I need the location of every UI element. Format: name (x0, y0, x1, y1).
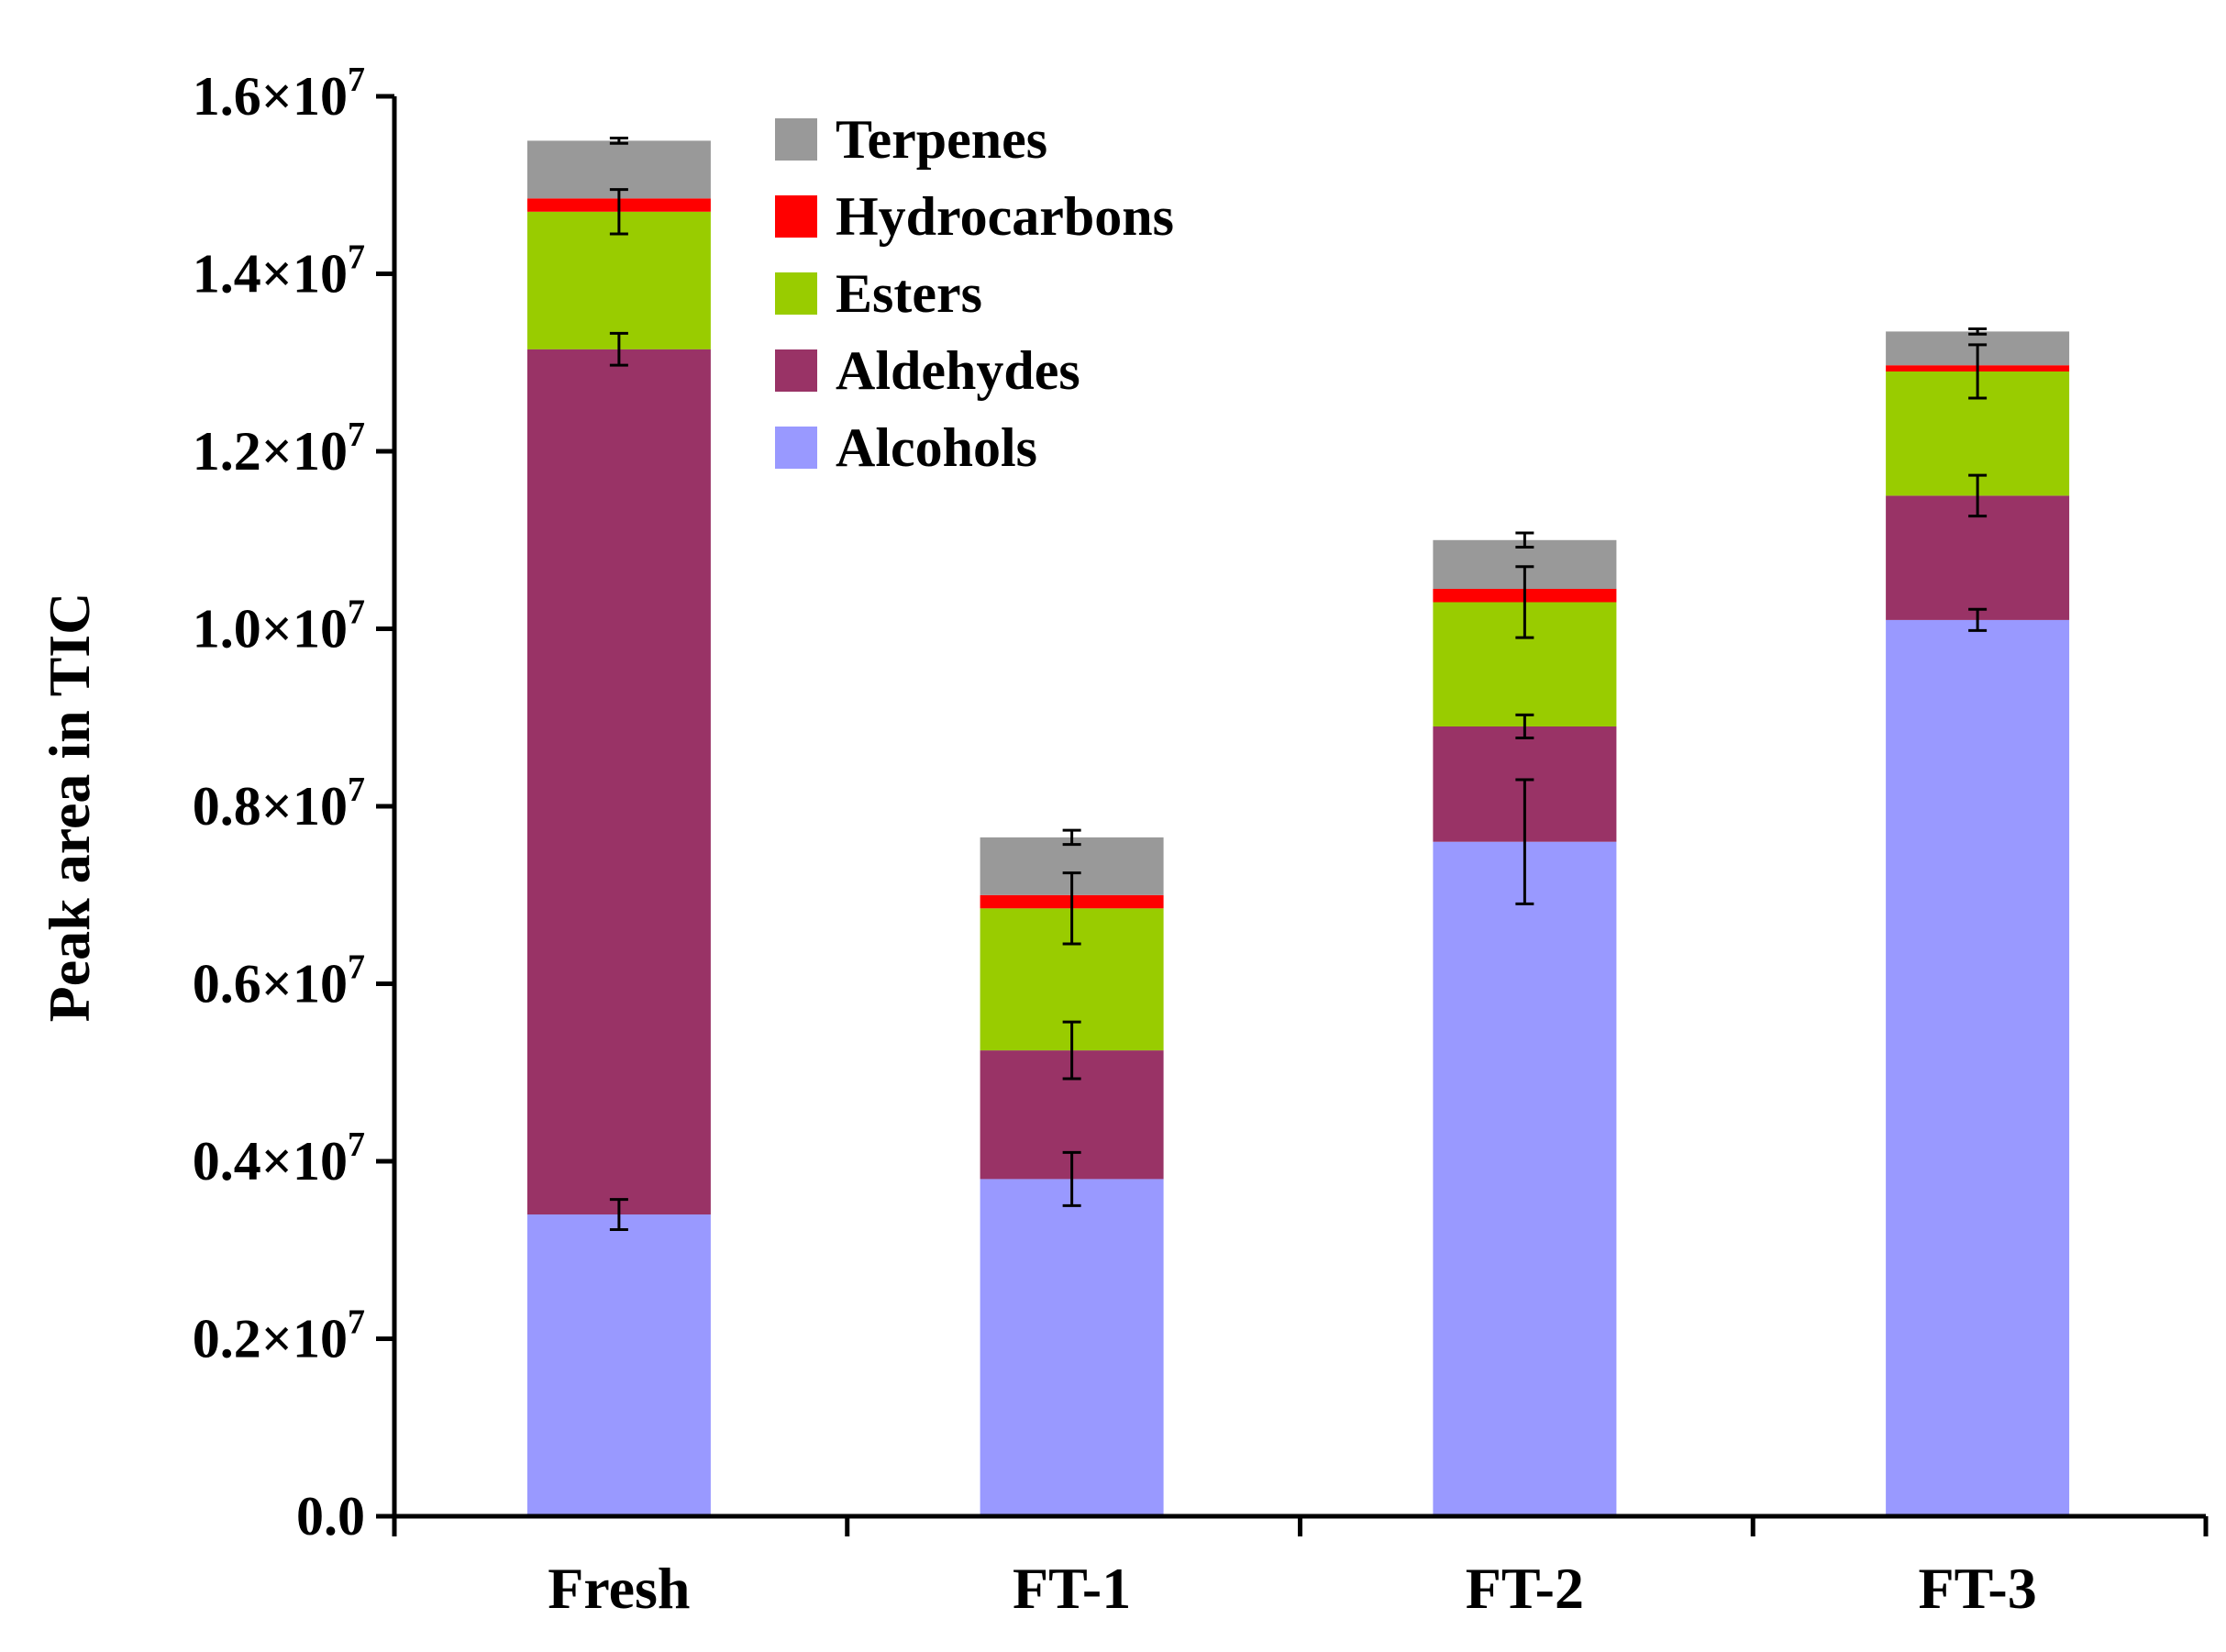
error-bar-aldehydes-fresh (609, 331, 628, 367)
bar-aldehydes-fresh (526, 349, 711, 1214)
legend-label: Esters (836, 263, 982, 324)
y-tick-exponent: 7 (348, 1125, 365, 1164)
y-tick-mantissa: 0.6×10 (193, 954, 348, 1014)
x-category-label: FT-1 (1013, 1556, 1131, 1621)
x-ticks-layer: Fresh FT-1 FT-2 FT-3 (392, 1516, 2209, 1621)
y-tick-mantissa: 1.0×10 (193, 599, 348, 660)
legend-swatch (775, 349, 817, 392)
bar-alcohols-ft-2 (1433, 841, 1617, 1516)
error-bar-esters-ft-3 (1968, 343, 1988, 400)
y-tick-label: 1.0×107 (193, 593, 365, 660)
legend: Terpenes Hydrocarbons Esters Aldehydes Alcoh… (775, 109, 1174, 478)
error-bar-terpenes-ft-3 (1968, 327, 1988, 336)
y-tick-mantissa: 1.6×10 (193, 66, 348, 127)
error-bar-aldehydes-ft-1 (1062, 1020, 1081, 1081)
legend-swatch (775, 118, 817, 161)
legend-item-hydrocarbons: Hydrocarbons (775, 186, 1174, 247)
legend-label: Hydrocarbons (836, 186, 1174, 247)
legend-item-esters: Esters (775, 263, 982, 324)
error-bar-terpenes-fresh (609, 136, 628, 145)
bar-alcohols-fresh (526, 1214, 711, 1516)
legend-item-terpenes: Terpenes (775, 109, 1047, 170)
y-tick-label: 0.0 (296, 1486, 365, 1547)
x-category-label: FT-2 (1466, 1556, 1584, 1621)
legend-label: Alcohols (836, 417, 1037, 478)
error-bar-alcohols-ft-3 (1968, 607, 1988, 632)
y-tick-mantissa: 0.4×10 (193, 1131, 348, 1192)
y-tick-exponent: 7 (348, 948, 365, 987)
error-bar-esters-fresh (609, 188, 628, 236)
error-bar-aldehydes-ft-3 (1968, 473, 1988, 518)
y-axis-title: Peak area in TIC (37, 593, 102, 1023)
y-tick-label: 0.2×107 (193, 1303, 365, 1369)
error-bars-layer (609, 136, 1988, 1231)
x-category-label: FT-3 (1919, 1556, 2037, 1621)
legend-label: Terpenes (836, 109, 1047, 170)
bar-alcohols-ft-1 (980, 1179, 1164, 1516)
legend-item-aldehydes: Aldehydes (775, 340, 1080, 401)
y-tick-mantissa: 1.4×10 (193, 244, 348, 305)
y-tick-mantissa: 0.8×10 (193, 776, 348, 837)
legend-item-alcohols: Alcohols (775, 417, 1037, 478)
legend-swatch (775, 427, 817, 469)
bar-alcohols-ft-3 (1886, 619, 2070, 1516)
y-tick-exponent: 7 (348, 1303, 365, 1342)
y-tick-exponent: 7 (348, 61, 365, 99)
y-tick-exponent: 7 (348, 416, 365, 454)
y-tick-exponent: 7 (348, 238, 365, 277)
y-tick-exponent: 7 (348, 593, 365, 632)
legend-swatch (775, 195, 817, 238)
error-bar-aldehydes-ft-2 (1515, 713, 1534, 740)
y-tick-label: 1.2×107 (193, 416, 365, 482)
y-tick-label: 1.4×107 (193, 238, 365, 305)
legend-label: Aldehydes (836, 340, 1080, 401)
error-bar-alcohols-ft-1 (1062, 1150, 1081, 1207)
y-tick-label: 1.6×107 (193, 61, 365, 127)
error-bar-alcohols-ft-2 (1515, 778, 1534, 905)
y-tick-mantissa: 0.0 (296, 1486, 365, 1547)
bars-layer (526, 140, 2070, 1516)
y-tick-exponent: 7 (348, 771, 365, 809)
x-category-label: Fresh (548, 1556, 690, 1621)
y-tick-mantissa: 0.2×10 (193, 1309, 348, 1369)
y-tick-label: 0.6×107 (193, 948, 365, 1014)
error-bar-alcohols-fresh (609, 1198, 628, 1231)
error-bar-esters-ft-1 (1062, 871, 1081, 946)
y-tick-label: 0.4×107 (193, 1125, 365, 1192)
y-ticks-layer: 0.00.2×1070.4×1070.6×1070.8×1071.0×1071.… (193, 61, 394, 1547)
error-bar-terpenes-ft-1 (1062, 828, 1081, 847)
error-bar-esters-ft-2 (1515, 565, 1534, 639)
legend-swatch (775, 272, 817, 315)
y-tick-label: 0.8×107 (193, 771, 365, 837)
error-bar-terpenes-ft-2 (1515, 531, 1534, 549)
y-tick-mantissa: 1.2×10 (193, 421, 348, 482)
